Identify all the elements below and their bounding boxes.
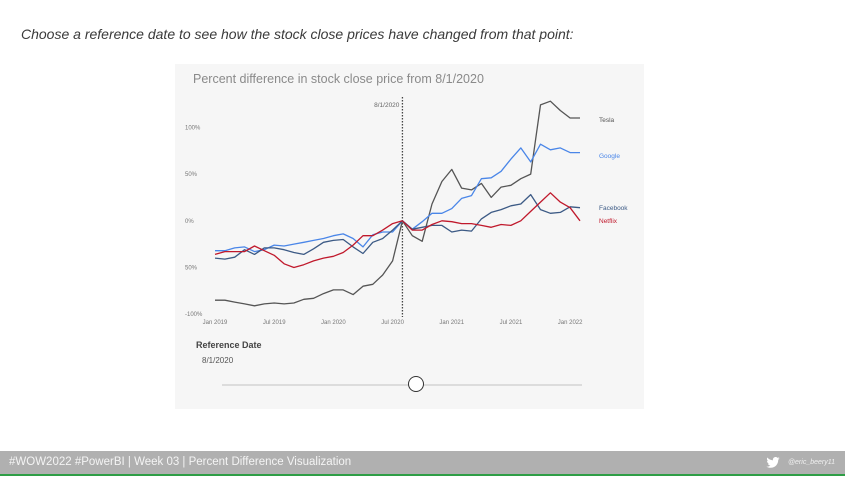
twitter-icon [766, 457, 780, 468]
twitter-handle[interactable]: @eric_beery11 [766, 457, 835, 468]
y-tick-label: 0% [185, 219, 194, 225]
y-tick-label: 50% [185, 265, 198, 271]
y-tick-label: 100% [185, 125, 201, 131]
series-line-netflix [214, 192, 581, 269]
x-tick-label: Jan 2022 [558, 320, 583, 326]
footer-bar: #WOW2022 #PowerBI | Week 03 | Percent Di… [0, 451, 845, 476]
x-tick-label: Jul 2021 [500, 320, 523, 326]
x-tick-label: Jan 2019 [203, 320, 228, 326]
instruction-text: Choose a reference date to see how the s… [21, 26, 574, 42]
series-label-google: Google [599, 153, 620, 160]
series-label-facebook: Facebook [599, 205, 628, 212]
chart-card: 100% 50% 0% 50% -100% Jan 2019 Jul 2019 Jan 202… [175, 64, 644, 409]
slider-track[interactable] [222, 384, 582, 386]
chart-title: Percent difference in stock close price … [193, 72, 484, 86]
x-tick-label: Jan 2020 [321, 320, 346, 326]
reference-date-label: Reference Date [196, 340, 262, 350]
slider-handle[interactable] [408, 376, 424, 392]
footer-text: #WOW2022 #PowerBI | Week 03 | Percent Di… [9, 456, 352, 468]
reference-line-label: 8/1/2020 [374, 102, 400, 109]
y-tick-label: 50% [185, 172, 198, 178]
series-label-netflix: Netflix [599, 218, 618, 225]
line-chart: 100% 50% 0% 50% -100%Jan 2019 Jul 2019 Jan 202… [185, 97, 628, 326]
series-line-facebook [214, 193, 581, 260]
x-tick-label: Jan 2021 [439, 320, 464, 326]
series-line-google [215, 143, 580, 253]
reference-date-value: 8/1/2020 [202, 356, 234, 365]
series-label-tesla: Tesla [599, 117, 615, 124]
x-tick-label: Jul 2019 [263, 320, 286, 326]
x-tick-label: Jul 2020 [381, 320, 404, 326]
y-tick-label: -100% [185, 312, 203, 318]
reference-date-slider[interactable] [222, 376, 582, 394]
series-line-tesla [215, 100, 580, 307]
handle-text: @eric_beery11 [787, 459, 835, 466]
